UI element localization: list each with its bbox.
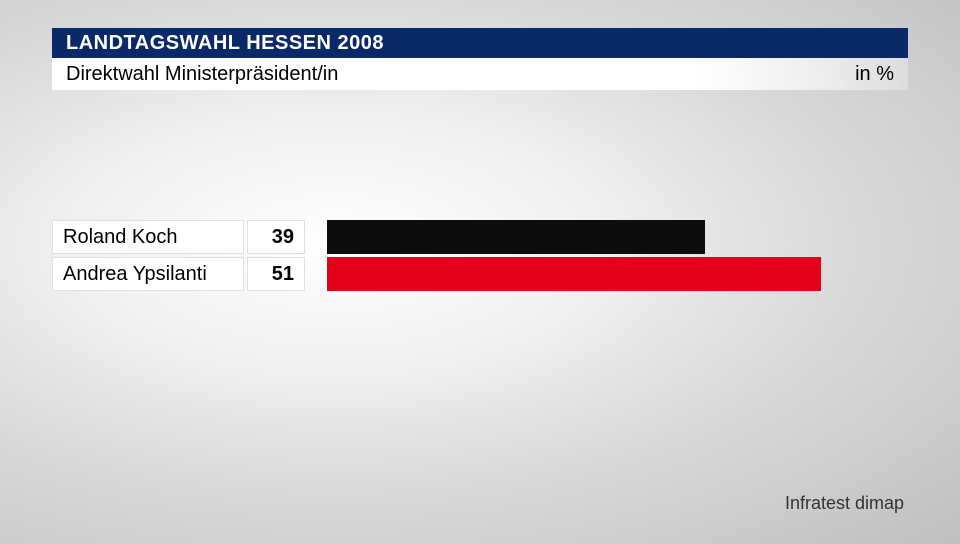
unit-text: in % [855,63,894,86]
header-bar: LANDTAGSWAHL HESSEN 2008 [52,28,908,58]
bar-row: Andrea Ypsilanti 51 [52,257,908,291]
subtitle-bar: Direktwahl Ministerpräsident/in in % [52,58,908,90]
bar-cell [327,220,908,254]
candidate-value-cell: 51 [247,257,305,291]
candidate-name: Roland Koch [63,226,178,249]
header-title: LANDTAGSWAHL HESSEN 2008 [66,32,384,55]
candidate-value: 39 [272,226,294,249]
subtitle-text: Direktwahl Ministerpräsident/in [66,63,338,86]
source-text: Infratest dimap [785,493,904,514]
bar-row: Roland Koch 39 [52,220,908,254]
bar-cell [327,257,908,291]
bar-fill [327,220,705,254]
candidate-value-cell: 39 [247,220,305,254]
chart-area: Roland Koch 39 Andrea Ypsilanti 51 [52,220,908,294]
bar-fill [327,257,821,291]
candidate-name-cell: Roland Koch [52,220,244,254]
candidate-value: 51 [272,263,294,286]
candidate-name: Andrea Ypsilanti [63,263,207,286]
candidate-name-cell: Andrea Ypsilanti [52,257,244,291]
